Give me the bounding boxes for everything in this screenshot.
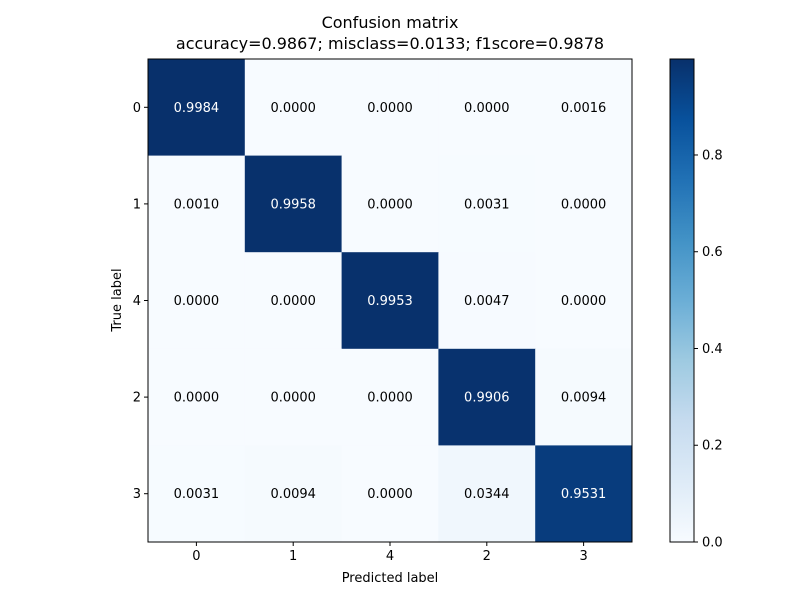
heatmap-cell [341,348,439,446]
colorbar-tick-label: 0.2 [702,439,723,454]
y-tick-label: 4 [133,294,141,309]
heatmap-cell [341,445,439,543]
y-tick-label: 0 [133,101,141,116]
heatmap-cell [148,348,246,446]
heatmap-cell [438,155,536,253]
chart-title: Confusion matrix [322,13,459,32]
heatmap-cell [244,59,343,157]
cell-value-label: 0.9531 [561,487,607,502]
cell-value-label: 0.0000 [464,101,510,116]
cell-value-label: 0.0000 [561,294,607,309]
heatmap-cell [535,252,633,350]
x-axis-label: Predicted label [342,571,439,586]
heatmap-cell [244,348,343,446]
x-tick-label: 0 [192,549,200,564]
colorbar [670,59,694,542]
heatmap-cell [535,445,633,543]
cell-value-label: 0.9958 [270,197,316,212]
colorbar-tick-label: 0.8 [702,148,723,163]
y-tick-label: 1 [133,197,141,212]
x-tick-label: 2 [483,549,491,564]
heatmap-cell [438,445,536,543]
y-tick-label: 3 [133,487,141,502]
heatmap-cell [244,155,343,253]
heatmap-cell [438,252,536,350]
cell-value-label: 0.0094 [270,487,316,502]
cell-value-label: 0.0047 [464,294,510,309]
cell-value-label: 0.0344 [464,487,510,502]
cell-value-label: 0.0000 [270,391,316,406]
cell-value-label: 0.0016 [561,101,607,116]
cell-value-label: 0.0000 [367,101,413,116]
heatmap-cell [148,445,246,543]
cell-value-label: 0.9953 [367,294,413,309]
heatmap-cell [341,155,439,253]
heatmap-cell [148,155,246,253]
heatmap-cell-labels: 0.9984 0.0000 0.0000 0.0000 0.0016 0.0010 0.99… [174,101,607,502]
colorbar-frame [669,58,695,543]
colorbar-ticks: 0.0 0.2 0.4 0.6 0.8 [694,148,723,551]
cell-value-label: 0.0031 [174,487,220,502]
heatmap-cell [148,252,246,350]
cell-value-label: 0.0094 [561,391,607,406]
heatmap-cell [535,348,633,446]
heatmap-cells [148,59,633,543]
colorbar-tick-label: 0.6 [702,245,723,260]
heatmap-cell [438,59,536,157]
cell-value-label: 0.0000 [367,197,413,212]
x-tick-label: 3 [579,549,587,564]
cell-value-label: 0.9984 [174,101,220,116]
cell-value-label: 0.9906 [464,391,510,406]
cell-value-label: 0.0000 [270,294,316,309]
x-tick-label: 1 [289,549,297,564]
cell-value-label: 0.0000 [561,197,607,212]
heatmap-cell [244,252,343,350]
chart-subtitle: accuracy=0.9867; misclass=0.0133; f1scor… [176,34,604,53]
x-axis-ticks: 0 1 4 2 3 [192,542,588,564]
y-tick-label: 2 [133,391,141,406]
colorbar-tick-label: 0.0 [702,536,723,551]
colorbar-tick-label: 0.4 [702,342,723,357]
cell-value-label: 0.0000 [174,294,220,309]
heatmap-cell [148,59,246,157]
x-tick-label: 4 [386,549,394,564]
heatmap-cell [535,59,633,157]
cell-value-label: 0.0000 [367,487,413,502]
cell-value-label: 0.0000 [270,101,316,116]
heatmap-cell [535,155,633,253]
heatmap-cell [341,252,439,350]
heatmap-cell [341,59,439,157]
y-axis-label: True label [110,268,125,332]
heatmap-cell [244,445,343,543]
heatmap-cell [438,348,536,446]
y-axis-ticks: 0 1 4 2 3 [133,101,148,502]
cell-value-label: 0.0031 [464,197,510,212]
cell-value-label: 0.0000 [367,391,413,406]
cell-value-label: 0.0010 [174,197,220,212]
cell-value-label: 0.0000 [174,391,220,406]
